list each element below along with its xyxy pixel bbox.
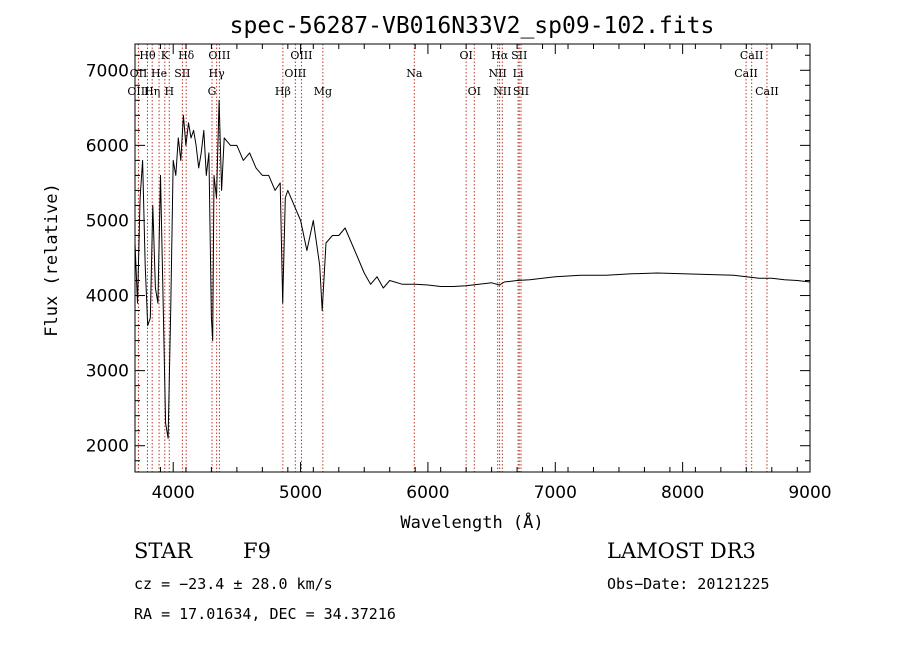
survey-name: LAMOST DR3 bbox=[607, 539, 756, 563]
spectrum-series-line bbox=[134, 99, 811, 439]
x-axis-label: Wavelength (Å) bbox=[400, 511, 543, 533]
x-tick-label: 4000 bbox=[152, 483, 195, 503]
chart-title: spec-56287-VB016N33V2_sp09-102.fits bbox=[230, 13, 715, 39]
y-tick-label: 7000 bbox=[86, 61, 129, 81]
spectral-line-label: OI bbox=[459, 49, 472, 62]
spectral-line-label: K bbox=[161, 49, 170, 62]
spectral-line-label: SII bbox=[174, 67, 190, 80]
spectral-line-label: OIII bbox=[127, 85, 149, 98]
spectral-line-label: G bbox=[208, 85, 217, 98]
spectral-line-label: OIII bbox=[290, 49, 312, 62]
spectral-line-label: Hβ bbox=[275, 85, 291, 98]
spectral-line-label: OIII bbox=[208, 49, 230, 62]
spectral-line-label: Hγ bbox=[209, 67, 226, 80]
x-tick-label: 6000 bbox=[406, 483, 449, 503]
y-tick-label: 4000 bbox=[86, 287, 129, 307]
redshift-velocity: cz = −23.4 ± 28.0 km/s bbox=[134, 575, 333, 593]
sky-coordinates: RA = 17.01634, DEC = 34.37216 bbox=[134, 605, 396, 623]
x-tick-label: 9000 bbox=[788, 483, 831, 503]
spectral-line-label: Mg bbox=[314, 85, 332, 98]
y-axis-ticks: 2000 3000 4000 5000 6000 7000 bbox=[86, 54, 810, 462]
spectral-line-label: NII bbox=[489, 67, 507, 80]
observation-date: Obs−Date: 20121225 bbox=[607, 575, 770, 593]
spectral-line-label: He bbox=[151, 67, 167, 80]
spectral-line-label: H bbox=[164, 85, 174, 98]
spectral-line-label: NII bbox=[493, 85, 511, 98]
spectral-line-label: SII bbox=[513, 85, 529, 98]
spectral-line-label: OII bbox=[130, 67, 148, 80]
y-tick-label: 6000 bbox=[86, 136, 129, 156]
spectral-line-label: CaII bbox=[755, 85, 779, 98]
plot-frame bbox=[134, 43, 811, 473]
y-tick-label: 5000 bbox=[86, 211, 129, 231]
object-subclass: F9 bbox=[243, 539, 271, 563]
x-tick-label: 8000 bbox=[661, 483, 704, 503]
x-tick-label: 5000 bbox=[279, 483, 322, 503]
spectral-line-label: Hα bbox=[491, 49, 509, 62]
x-tick-label: 7000 bbox=[534, 483, 577, 503]
y-tick-label: 3000 bbox=[86, 362, 129, 382]
object-type: STAR bbox=[134, 539, 193, 563]
spectral-line-label: CaII bbox=[734, 67, 758, 80]
x-axis-ticks: 4000 5000 6000 7000 8000 9000 bbox=[134, 44, 832, 503]
spectral-line-label: Hδ bbox=[178, 49, 195, 62]
spectral-line-label: Hη bbox=[144, 85, 160, 98]
spectral-line-label: Na bbox=[406, 67, 423, 80]
spectral-line-label: OI bbox=[468, 85, 481, 98]
spectral-line-label: OIII bbox=[284, 67, 306, 80]
spectral-line-label: Li bbox=[513, 67, 524, 80]
spectral-line-label: CaII bbox=[740, 49, 764, 62]
y-tick-label: 2000 bbox=[86, 437, 129, 457]
spectral-line-label: SII bbox=[511, 49, 527, 62]
spectral-line-markers bbox=[137, 44, 768, 472]
y-axis-label: Flux (relative) bbox=[42, 183, 62, 337]
spectral-line-label: Hθ bbox=[139, 49, 156, 62]
